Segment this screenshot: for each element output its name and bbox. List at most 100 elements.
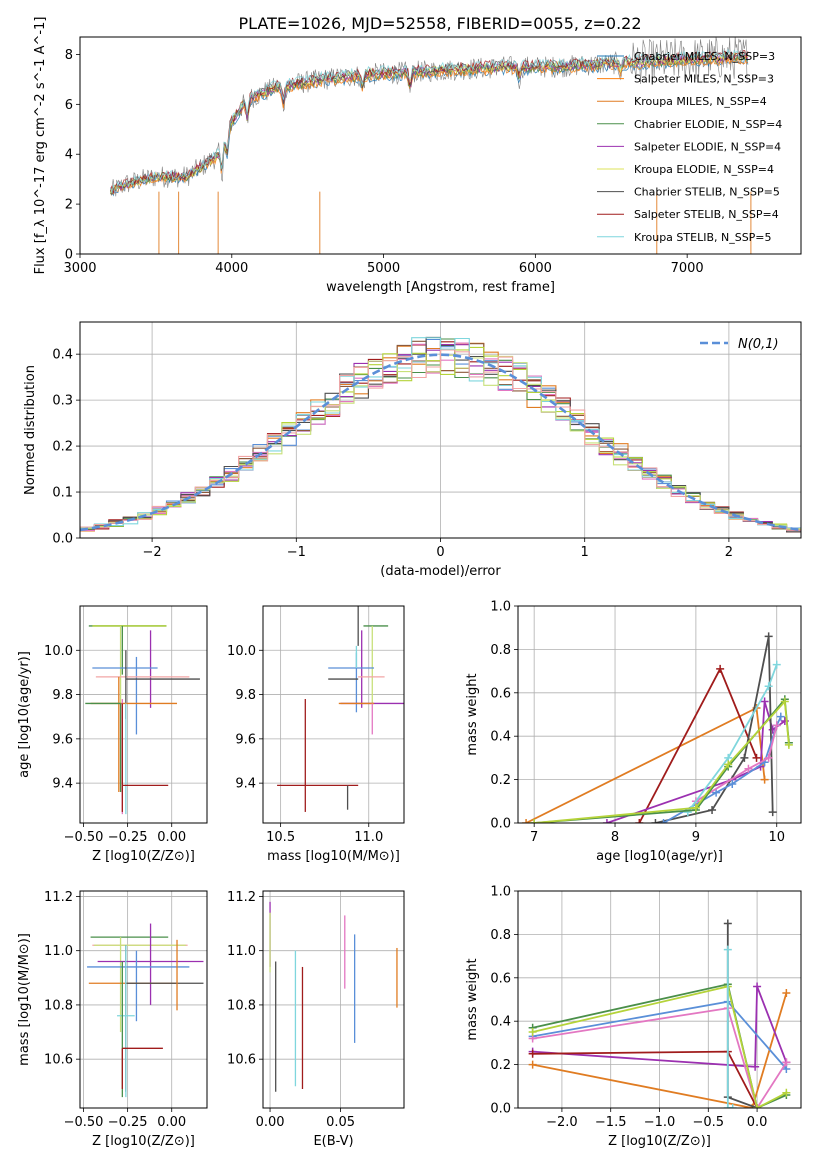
plot-area	[110, 37, 752, 254]
x-tick-label: 0.0	[747, 1115, 768, 1130]
plus-marker	[728, 1104, 737, 1108]
grid	[518, 605, 801, 824]
legend-label: Kroupa ELODIE, N_SSP=4	[634, 163, 774, 176]
residual-histogram-panel: −2 −1 0 1 2 0.0 0.1 0.2 0.3 0.4 (data-model)/error…	[23, 321, 802, 579]
plus-marker	[744, 764, 753, 773]
plus-marker	[728, 779, 737, 788]
plus-marker	[753, 982, 762, 991]
age-vs-Z-panel: −0.50 −0.25 0.00 9.4 9.6 9.8 10.0 Z [log10(Z/Z⊙…	[17, 605, 208, 864]
plus-marker	[764, 682, 773, 691]
axes-frame	[79, 890, 208, 1109]
plus-marker	[659, 819, 668, 823]
x-tick-label: −2	[143, 545, 162, 560]
y-tick-label: 9.8	[235, 688, 256, 703]
legend-label: Salpeter ELODIE, N_SSP=4	[634, 140, 781, 153]
x-tick-label: 0.00	[157, 830, 186, 845]
x-axis-label: Z [log10(Z/Z⊙)]	[92, 1134, 195, 1149]
y-tick-label: 0	[65, 248, 73, 263]
y-tick-label: 0.4	[490, 1015, 511, 1030]
x-axis-label: age [log10(age/yr)]	[596, 849, 723, 864]
plus-marker	[635, 819, 644, 823]
axes-frame	[262, 890, 405, 1109]
legend-label: Chabrier MILES, N_SSP=3	[634, 50, 775, 63]
legend-label: Salpeter MILES, N_SSP=3	[634, 73, 774, 86]
x-axis-label: mass [log10(M/M⊙)]	[267, 849, 400, 864]
y-tick-label: 0.2	[490, 1058, 511, 1073]
plus-marker	[723, 945, 732, 954]
x-tick-label: −0.50	[64, 1115, 104, 1130]
histogram-step-line	[80, 349, 801, 531]
y-tick-label: 0.8	[490, 928, 511, 943]
mass-weight-line	[687, 664, 778, 813]
x-axis-label: wavelength [Angstrom, rest frame]	[326, 280, 555, 295]
y-tick-label: 10.8	[44, 998, 73, 1013]
x-tick-label: 11.0	[354, 830, 383, 845]
plus-marker	[712, 788, 721, 797]
x-axis-label: (data-model)/error	[380, 564, 501, 579]
y-axis-label: mass weight	[465, 958, 480, 1040]
plus-marker	[782, 988, 791, 997]
y-tick-label: 0.1	[52, 486, 73, 501]
y-tick-label: 10.6	[227, 1053, 256, 1068]
model-spectrum-line	[110, 52, 749, 194]
plus-marker	[760, 697, 769, 706]
mass-weight-line	[532, 1007, 788, 1108]
axes-frame	[79, 321, 802, 539]
x-tick-label: 4000	[215, 261, 248, 276]
x-tick-label: 9	[692, 830, 700, 845]
y-tick-label: 11.2	[227, 890, 256, 905]
plus-marker	[740, 753, 749, 762]
x-axis-label: Z [log10(Z/Z⊙)]	[608, 1134, 711, 1149]
plus-marker	[753, 1104, 762, 1108]
y-tick-label: 0.8	[490, 643, 511, 658]
plus-marker	[780, 697, 789, 706]
y-tick-label: 10.8	[227, 998, 256, 1013]
x-tick-label: 0.00	[256, 1115, 285, 1130]
model-spectrum-line	[110, 50, 749, 195]
plus-marker	[716, 664, 725, 673]
plus-marker	[772, 660, 781, 669]
plot-area	[87, 923, 204, 1098]
x-tick-label: 5000	[367, 261, 400, 276]
x-tick-label: −0.5	[693, 1115, 725, 1130]
mass-weight-line	[532, 986, 788, 1068]
plus-marker	[708, 805, 717, 814]
grid	[80, 891, 207, 1108]
model-spectrum-line	[110, 56, 749, 194]
y-tick-label: 0.0	[490, 1102, 511, 1117]
y-axis-label: age [log10(age/yr)]	[17, 651, 32, 778]
y-tick-label: 11.0	[227, 944, 256, 959]
mass-weight-vs-age-panel: 7 8 9 10 0.0 0.2 0.4 0.6 0.8 1.0 age [log10(age/yr…	[465, 600, 802, 864]
plus-marker	[764, 753, 773, 762]
x-tick-label: −0.50	[64, 830, 104, 845]
plus-marker	[651, 819, 660, 823]
y-tick-label: 6	[65, 98, 73, 113]
y-tick-label: 8	[65, 48, 73, 63]
x-axis-label: E(B-V)	[313, 1134, 353, 1149]
y-tick-label: 11.2	[44, 890, 73, 905]
x-tick-label: 0	[436, 545, 444, 560]
plus-marker	[752, 753, 761, 762]
legend-label: Salpeter STELIB, N_SSP=4	[634, 208, 779, 221]
y-tick-label: 0.2	[490, 773, 511, 788]
plus-marker	[724, 760, 733, 769]
x-tick-label: 10.5	[266, 830, 295, 845]
x-tick-label: 10	[768, 830, 785, 845]
plus-marker	[782, 1088, 791, 1097]
legend-label: Kroupa STELIB, N_SSP=5	[634, 231, 772, 244]
plus-marker	[768, 808, 777, 817]
y-tick-label: 10.6	[44, 1053, 73, 1068]
x-tick-label: −1.0	[644, 1115, 676, 1130]
plot-area	[522, 632, 793, 823]
y-tick-label: 9.6	[52, 732, 73, 747]
x-axis-label: Z [log10(Z/Z⊙)]	[92, 849, 195, 864]
mass-weight-line	[726, 949, 733, 1108]
y-tick-label: 9.4	[235, 777, 256, 792]
plus-marker	[776, 712, 785, 721]
x-tick-label: 2	[725, 545, 733, 560]
plus-marker	[784, 740, 793, 749]
x-tick-label: 8	[611, 830, 619, 845]
y-tick-label: 0.4	[52, 348, 73, 363]
x-tick-label: −2.0	[546, 1115, 578, 1130]
mass-vs-Z-panel: −0.50 −0.25 0.00 10.6 10.8 11.0 11.2 Z [log10(Z…	[17, 890, 208, 1149]
